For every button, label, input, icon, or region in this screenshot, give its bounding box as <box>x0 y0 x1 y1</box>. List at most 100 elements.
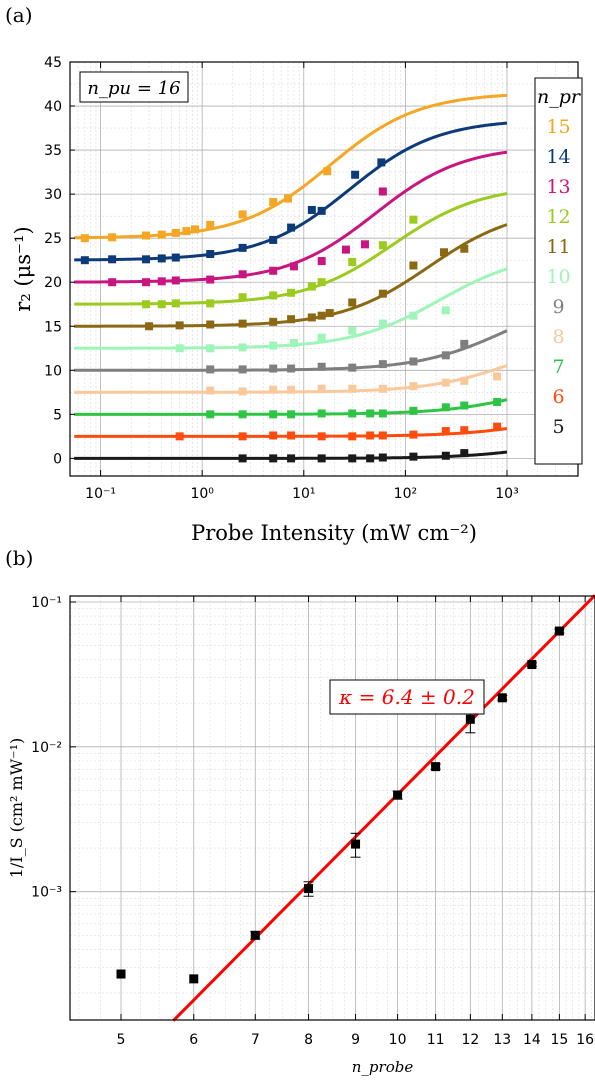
data-point <box>142 255 151 264</box>
data-point <box>157 254 166 263</box>
data-point <box>441 403 450 412</box>
data-point-b-11 <box>430 762 441 772</box>
data-point <box>527 660 537 670</box>
data-point <box>378 453 387 462</box>
data-point <box>378 409 387 418</box>
legend-entry-8: 8 <box>552 326 564 348</box>
data-point <box>206 410 215 419</box>
data-point <box>157 230 166 239</box>
data-point <box>554 626 564 636</box>
data-point <box>431 762 441 772</box>
x-tick-label-b: 15 <box>550 1032 568 1048</box>
data-point <box>142 300 151 309</box>
data-point <box>238 365 247 374</box>
data-point <box>171 253 180 262</box>
data-point <box>317 409 326 418</box>
data-point <box>460 426 469 435</box>
x-axis-label-b: n_probe <box>352 1058 414 1076</box>
panel-label-b: (b) <box>5 546 33 570</box>
x-tick-label-b: 12 <box>461 1032 479 1048</box>
data-point <box>269 454 278 463</box>
data-point <box>409 357 418 366</box>
y-tick-label-b: 10⁻¹ <box>31 595 62 611</box>
series-12 <box>74 192 508 309</box>
data-point <box>377 158 386 167</box>
data-point <box>287 385 296 394</box>
y-tick-label-a: 30 <box>44 187 62 203</box>
data-point <box>145 322 154 331</box>
data-point <box>323 167 332 176</box>
data-point <box>304 884 314 894</box>
data-point <box>238 454 247 463</box>
data-point <box>409 215 418 224</box>
data-point <box>409 406 418 415</box>
series-8 <box>74 364 508 396</box>
series-5 <box>74 449 508 463</box>
data-point-b-5 <box>116 969 126 979</box>
data-point <box>351 839 361 849</box>
data-point <box>348 257 357 266</box>
x-tick-label-b: 14 <box>523 1032 541 1048</box>
x-tick-label-b: 8 <box>304 1032 313 1048</box>
data-point <box>269 385 278 394</box>
data-point <box>191 225 200 234</box>
data-point <box>348 326 357 335</box>
data-point <box>206 386 215 395</box>
data-point-b-8 <box>303 881 314 897</box>
data-point <box>409 430 418 439</box>
data-point <box>182 227 191 236</box>
x-axis-label-a: Probe Intensity (mW cm⁻²) <box>191 521 477 545</box>
data-point <box>287 410 296 419</box>
legend-entry-7: 7 <box>552 356 564 378</box>
data-point <box>378 384 387 393</box>
data-point <box>142 278 151 287</box>
data-point <box>116 969 126 979</box>
y-tick-label-a: 20 <box>44 275 62 291</box>
data-point <box>409 311 418 320</box>
data-point <box>460 376 469 385</box>
data-point <box>366 431 375 440</box>
data-point <box>157 277 166 286</box>
panel-label-a: (a) <box>5 3 33 27</box>
data-point <box>493 422 502 431</box>
x-tick-label-b: 6 <box>189 1032 198 1048</box>
data-point <box>238 410 247 419</box>
data-point <box>206 344 215 353</box>
legend-entry-14: 14 <box>546 146 570 168</box>
data-point <box>157 300 166 309</box>
y-tick-label-a: 10 <box>44 363 62 379</box>
data-point <box>206 250 215 259</box>
data-point <box>366 409 375 418</box>
data-point <box>269 266 278 275</box>
series-10 <box>74 267 508 353</box>
data-point <box>348 454 357 463</box>
series-7 <box>74 398 508 419</box>
data-point <box>440 248 449 257</box>
data-point <box>409 452 418 461</box>
data-point <box>409 382 418 391</box>
data-point <box>317 362 326 371</box>
data-point-b-9 <box>350 832 361 858</box>
data-point <box>287 223 296 232</box>
data-point <box>325 309 334 318</box>
x-tick-label-a: 10¹ <box>292 486 315 502</box>
data-point <box>348 298 357 307</box>
data-point <box>441 378 450 387</box>
data-point <box>460 401 469 410</box>
data-point <box>360 240 369 249</box>
data-point <box>341 245 350 254</box>
data-point <box>465 714 475 724</box>
legend-entry-10: 10 <box>546 266 570 288</box>
legend-entry-11: 11 <box>546 236 570 258</box>
data-point <box>287 364 296 373</box>
x-tick-label-a: 10⁻¹ <box>85 486 116 502</box>
data-point <box>378 319 387 328</box>
data-point <box>393 790 403 800</box>
data-point <box>175 321 184 330</box>
legend-entry-6: 6 <box>552 386 564 408</box>
y-tick-label-a: 5 <box>53 407 62 423</box>
data-point <box>269 364 278 373</box>
data-point <box>289 338 298 347</box>
x-tick-label-b: 16 <box>576 1032 594 1048</box>
x-tick-label-b: 10 <box>389 1032 407 1048</box>
